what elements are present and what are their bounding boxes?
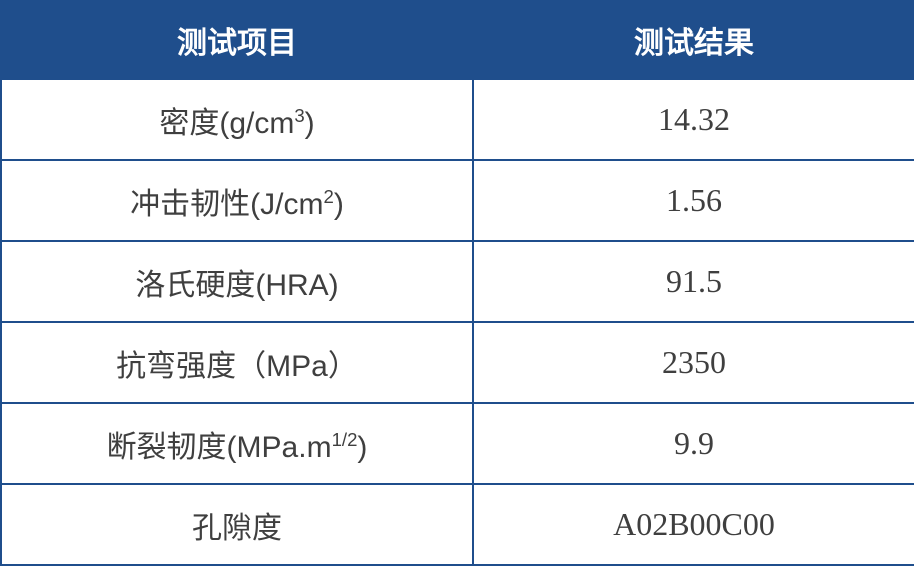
table-row: 冲击韧性(J/cm2) 1.56 [0,159,914,242]
test-item-superscript: 3 [294,104,305,126]
test-result-cell: A02B00C00 [472,483,914,566]
test-result-cell: 9.9 [472,402,914,485]
test-item-label: 密度(g/cm3) [159,104,315,140]
test-item-label: 冲击韧性(J/cm2) [130,185,344,221]
test-result-value: A02B00C00 [613,506,775,542]
test-item-text: 孔隙度 [192,511,282,545]
test-item-superscript: 2 [323,185,334,207]
test-item-cell: 抗弯强度（MPa） [0,321,474,404]
test-item-label: 断裂韧度(MPa.m1/2) [106,428,368,464]
table-row: 密度(g/cm3) 14.32 [0,78,914,161]
header-row: 测试项目 测试结果 [0,0,914,80]
test-item-text: 冲击韧性(J/cm [130,187,324,221]
test-item-label: 洛氏硬度(HRA) [135,269,338,302]
test-result-cell: 91.5 [472,240,914,323]
test-item-text: 洛氏硬度(HRA) [135,268,339,302]
test-result-value: 14.32 [658,101,730,137]
test-result-value: 91.5 [666,263,722,299]
table-row: 抗弯强度（MPa） 2350 [0,321,914,404]
test-item-text: 密度(g/cm [159,106,295,140]
test-result-cell: 14.32 [472,78,914,161]
test-item-cell: 密度(g/cm3) [0,78,474,161]
test-item-cell: 冲击韧性(J/cm2) [0,159,474,242]
test-item-label: 孔隙度 [192,512,282,545]
column-header-test-item: 测试项目 [0,0,474,80]
column-header-test-result: 测试结果 [472,0,914,80]
test-result-value: 9.9 [674,425,714,461]
test-item-superscript: 1/2 [331,428,358,450]
test-item-cell: 孔隙度 [0,483,474,566]
test-item-text: 抗弯强度（MPa） [116,349,358,383]
table-row: 孔隙度 A02B00C00 [0,483,914,566]
test-result-cell: 1.56 [472,159,914,242]
test-item-cell: 断裂韧度(MPa.m1/2) [0,402,474,485]
test-item-cell: 洛氏硬度(HRA) [0,240,474,323]
test-item-text-after: ) [304,106,315,140]
table-row: 断裂韧度(MPa.m1/2) 9.9 [0,402,914,485]
test-result-cell: 2350 [472,321,914,404]
test-item-label: 抗弯强度（MPa） [116,350,358,383]
test-item-text-after: ) [357,430,368,464]
test-result-value: 1.56 [666,182,722,218]
test-item-text-after: ) [333,187,344,221]
table-row: 洛氏硬度(HRA) 91.5 [0,240,914,323]
test-item-text: 断裂韧度(MPa.m [106,430,332,464]
test-result-value: 2350 [662,344,726,380]
